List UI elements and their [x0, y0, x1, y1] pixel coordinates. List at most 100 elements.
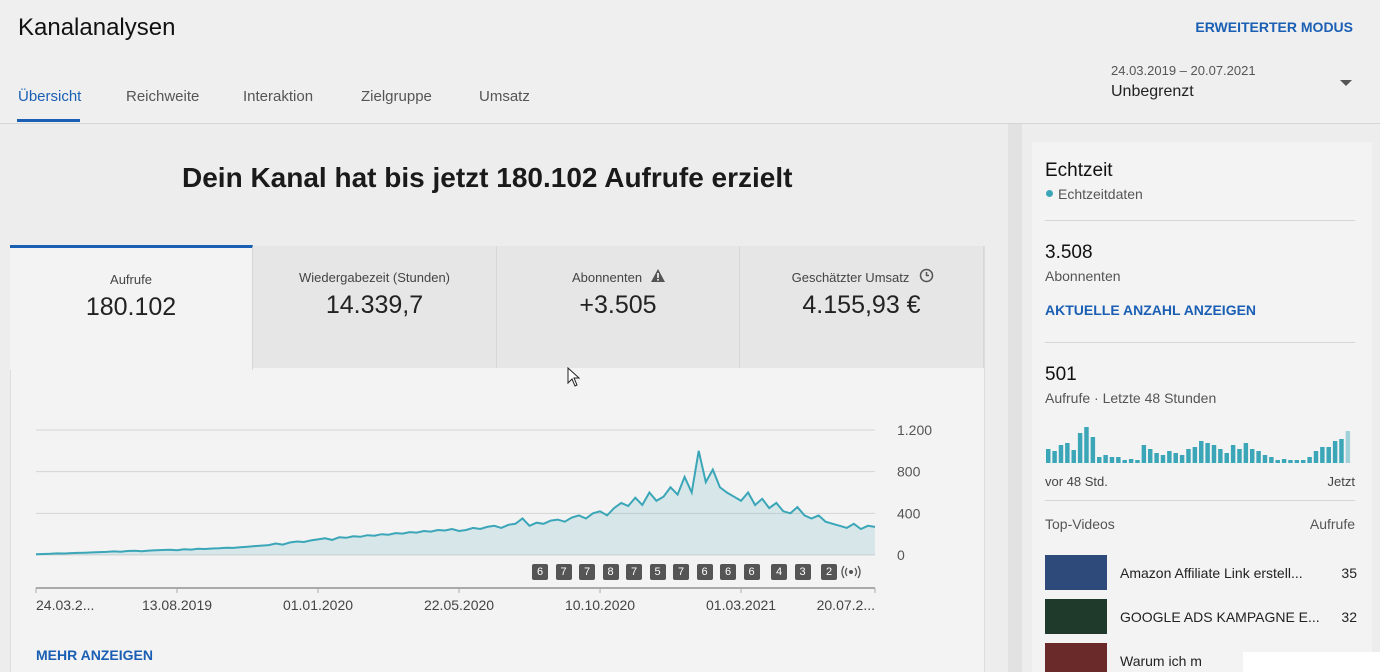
bar [1211, 445, 1217, 463]
metric-value: +3.505 [579, 291, 657, 319]
tab[interactable]: Zielgruppe [361, 88, 432, 105]
bar [1167, 451, 1172, 463]
video-views: 35 [1341, 565, 1357, 581]
video-row[interactable]: Warum ich m [1045, 643, 1357, 672]
upload-marker: 7 [555, 564, 572, 580]
line [35, 450, 876, 556]
realtime-panel [1032, 142, 1372, 672]
bar [1243, 443, 1249, 463]
live-dot [1046, 190, 1053, 197]
upload-marker: 8 [602, 564, 619, 580]
y-tick-label: 0 [897, 547, 905, 563]
views-count: 501 [1045, 364, 1077, 385]
thumbnail [1045, 643, 1107, 672]
realtime-title: Echtzeit [1045, 160, 1113, 181]
bar [1065, 443, 1070, 463]
upload-marker: 2 [821, 564, 837, 580]
x-tick-label: vor 48 Std. [1045, 474, 1108, 489]
metric-label: Abonnenten [571, 270, 643, 285]
x-tick-label: 10.10.2020 [565, 597, 635, 613]
header-bg [0, 0, 1380, 124]
bar [1301, 460, 1306, 463]
x-tick-label: 01.01.2020 [283, 597, 353, 613]
bar [1116, 457, 1121, 463]
y-tick-label: 800 [897, 464, 921, 480]
bar [1224, 453, 1229, 463]
more-link[interactable]: MEHR ANZEIGEN [36, 647, 153, 663]
bar [1326, 447, 1331, 463]
upload-marker: 6 [532, 564, 548, 580]
video-row[interactable]: Amazon Affiliate Link erstell... 35 [1045, 555, 1357, 591]
bar [1294, 460, 1300, 463]
upload-marker: 7 [673, 564, 689, 580]
bar [1077, 433, 1083, 463]
divider [1008, 124, 1022, 672]
upload-marker: 7 [626, 564, 642, 580]
metric-value: 4.155,93 € [802, 291, 921, 319]
separator [1045, 500, 1355, 501]
bar [1199, 441, 1204, 463]
upload-marker: 7 [579, 564, 595, 580]
bar [1141, 445, 1147, 463]
bar [1090, 437, 1096, 463]
bar [1160, 455, 1166, 463]
bar [1332, 441, 1338, 463]
y-tick-label: 400 [897, 505, 921, 521]
upload-marker: 6 [743, 564, 760, 580]
video-views: 32 [1341, 609, 1357, 625]
upload-marker: 3 [794, 564, 811, 580]
live-icon [841, 565, 861, 579]
metric-label: Aufrufe [110, 272, 152, 287]
bar [1186, 449, 1191, 463]
tab[interactable]: Umsatz [479, 88, 530, 105]
subscriber-count: 3.508 [1045, 242, 1093, 263]
bar [1135, 460, 1140, 463]
dropdown-arrow[interactable] [1338, 78, 1354, 88]
views-label: Aufrufe · Letzte 48 Stunden [1045, 390, 1217, 406]
bar [1237, 449, 1242, 463]
bar [1179, 455, 1185, 463]
show-count-link[interactable]: AKTUELLE ANZAHL ANZEIGEN [1045, 302, 1257, 318]
y-tick-label: 1.200 [897, 422, 932, 438]
overlay [1243, 652, 1380, 672]
x-tick-label: 20.07.2... [817, 597, 875, 613]
video-title: GOOGLE ADS KAMPAGNE E... [1120, 609, 1320, 625]
metric-card[interactable]: Abonnenten +3.505 [497, 246, 740, 368]
bar [1109, 457, 1115, 463]
x-tick-label: 24.03.2... [36, 597, 94, 613]
bar [1313, 451, 1319, 463]
thumbnail [1045, 599, 1107, 634]
bar [1128, 459, 1134, 463]
tab[interactable]: Übersicht [18, 88, 82, 105]
bar [1122, 460, 1127, 463]
bar [1250, 449, 1255, 463]
date-label[interactable]: Unbegrenzt [1111, 83, 1194, 100]
metric-card[interactable]: Geschätzter Umsatz 4.155,93 € [740, 246, 984, 368]
cursor [567, 367, 581, 387]
video-title: Amazon Affiliate Link erstell... [1120, 565, 1303, 581]
tab[interactable]: Interaktion [243, 88, 314, 105]
bar [1281, 459, 1287, 463]
bar [1269, 457, 1274, 463]
top-videos-title: Top-Videos [1045, 516, 1115, 532]
bar [1148, 449, 1153, 463]
video-row[interactable]: GOOGLE ADS KAMPAGNE E... 32 [1045, 599, 1357, 635]
realtime-bars: vor 48 Std. Jetzt [1045, 427, 1355, 489]
bar [1275, 460, 1280, 463]
x-tick-label: 01.03.2021 [706, 597, 776, 613]
upload-marker: 5 [649, 564, 666, 580]
mode-button[interactable]: ERWEITERTER MODUS [1195, 19, 1353, 35]
bar [1097, 457, 1102, 463]
metric-label: Geschätzter Umsatz [791, 270, 910, 285]
tab[interactable]: Reichweite [126, 88, 200, 105]
bar [1192, 447, 1198, 463]
top-videos-column: Aufrufe [1309, 516, 1355, 532]
page-title: Kanalanalysen [18, 14, 176, 41]
upload-marker: 6 [696, 564, 713, 580]
metric-card[interactable]: Wiedergabezeit (Stunden) 14.339,7 [253, 246, 497, 368]
separator [1045, 220, 1355, 221]
bar [1173, 453, 1178, 463]
metric-card[interactable]: Aufrufe 180.102 [10, 245, 253, 370]
upload-marker: 6 [720, 564, 736, 580]
